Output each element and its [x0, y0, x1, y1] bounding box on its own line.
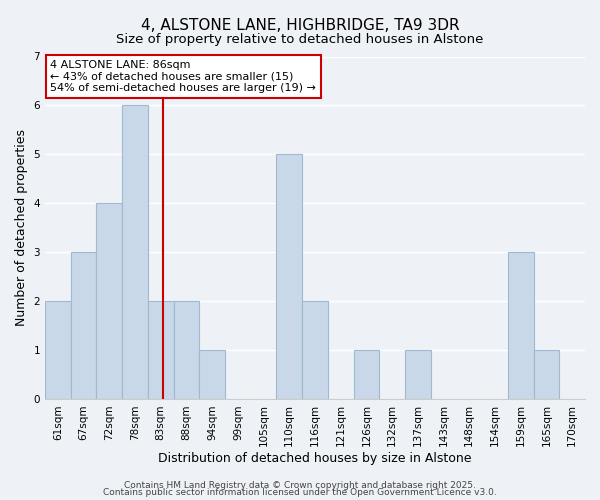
Text: 4, ALSTONE LANE, HIGHBRIDGE, TA9 3DR: 4, ALSTONE LANE, HIGHBRIDGE, TA9 3DR	[140, 18, 460, 32]
Bar	[122, 106, 148, 400]
Bar	[97, 204, 122, 400]
Text: Contains public sector information licensed under the Open Government Licence v3: Contains public sector information licen…	[103, 488, 497, 497]
Bar	[45, 302, 71, 400]
Bar	[508, 252, 533, 400]
Y-axis label: Number of detached properties: Number of detached properties	[15, 130, 28, 326]
Bar	[405, 350, 431, 400]
Bar	[199, 350, 225, 400]
Bar	[71, 252, 97, 400]
Text: 4 ALSTONE LANE: 86sqm
← 43% of detached houses are smaller (15)
54% of semi-deta: 4 ALSTONE LANE: 86sqm ← 43% of detached …	[50, 60, 316, 93]
Bar	[148, 302, 173, 400]
Bar	[302, 302, 328, 400]
Bar	[533, 350, 559, 400]
Text: Size of property relative to detached houses in Alstone: Size of property relative to detached ho…	[116, 32, 484, 46]
Bar	[353, 350, 379, 400]
X-axis label: Distribution of detached houses by size in Alstone: Distribution of detached houses by size …	[158, 452, 472, 465]
Text: Contains HM Land Registry data © Crown copyright and database right 2025.: Contains HM Land Registry data © Crown c…	[124, 480, 476, 490]
Bar	[277, 154, 302, 400]
Bar	[173, 302, 199, 400]
